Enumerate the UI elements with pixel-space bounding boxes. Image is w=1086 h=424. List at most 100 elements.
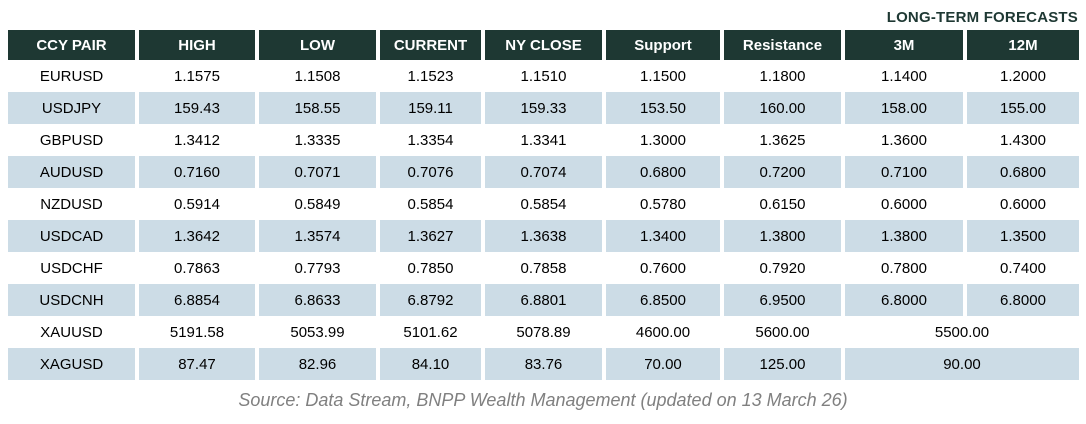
support-cell: 6.8500 <box>606 284 720 316</box>
long-term-forecasts-title: LONG-TERM FORECASTS <box>886 8 1078 26</box>
table-row: USDCAD 1.3642 1.3574 1.3627 1.3638 1.3400 1.38… <box>8 220 1079 252</box>
ny_close-cell: 0.5854 <box>485 188 602 220</box>
high-cell: 159.43 <box>139 92 255 124</box>
high-cell: 1.3412 <box>139 124 255 156</box>
ny_close-cell: 1.3638 <box>485 220 602 252</box>
support-cell: 153.50 <box>606 92 720 124</box>
column-header: CCY PAIR <box>8 30 135 60</box>
low-cell: 1.3574 <box>259 220 376 252</box>
low-cell: 6.8633 <box>259 284 376 316</box>
support-cell: 0.7600 <box>606 252 720 284</box>
table-row: USDCNH 6.8854 6.8633 6.8792 6.8801 6.8500 6.95… <box>8 284 1079 316</box>
m12-cell: 0.6800 <box>967 156 1079 188</box>
column-header: CURRENT <box>380 30 481 60</box>
ccy-pair-cell: USDCNH <box>8 284 135 316</box>
ny_close-cell: 159.33 <box>485 92 602 124</box>
m12-cell: 0.7400 <box>967 252 1079 284</box>
m3-cell: 0.6000 <box>845 188 963 220</box>
low-cell: 0.5849 <box>259 188 376 220</box>
current-cell: 84.10 <box>380 348 481 380</box>
m12-cell: 1.3500 <box>967 220 1079 252</box>
resistance-cell: 125.00 <box>724 348 841 380</box>
table-row: EURUSD 1.1575 1.1508 1.1523 1.1510 1.1500 1.18… <box>8 60 1079 92</box>
low-cell: 0.7793 <box>259 252 376 284</box>
high-cell: 1.1575 <box>139 60 255 92</box>
high-cell: 0.7160 <box>139 156 255 188</box>
m3-cell: 1.1400 <box>845 60 963 92</box>
ccy-pair-cell: XAUUSD <box>8 316 135 348</box>
ny_close-cell: 0.7074 <box>485 156 602 188</box>
table-header: CCY PAIR HIGH LOW CURRENT NY CLOSE Support Res… <box>8 30 1079 60</box>
table-row: AUDUSD 0.7160 0.7071 0.7076 0.7074 0.6800 0.72… <box>8 156 1079 188</box>
m3-cell: 158.00 <box>845 92 963 124</box>
ny_close-cell: 6.8801 <box>485 284 602 316</box>
support-cell: 0.6800 <box>606 156 720 188</box>
column-header: Resistance <box>724 30 841 60</box>
table-row: GBPUSD 1.3412 1.3335 1.3354 1.3341 1.3000 1.36… <box>8 124 1079 156</box>
table-row: XAGUSD 87.47 82.96 84.10 83.76 70.00 125.00 90.… <box>8 348 1079 380</box>
high-cell: 0.7863 <box>139 252 255 284</box>
support-cell: 70.00 <box>606 348 720 380</box>
column-header: 3M <box>845 30 963 60</box>
forecast-merged-cell: 5500.00 <box>845 316 1079 348</box>
support-cell: 4600.00 <box>606 316 720 348</box>
source-note: Source: Data Stream, BNPP Wealth Managem… <box>238 389 848 410</box>
support-cell: 1.3000 <box>606 124 720 156</box>
m12-cell: 1.4300 <box>967 124 1079 156</box>
low-cell: 0.7071 <box>259 156 376 188</box>
resistance-cell: 1.1800 <box>724 60 841 92</box>
current-cell: 0.7850 <box>380 252 481 284</box>
column-header: Support <box>606 30 720 60</box>
column-header: NY CLOSE <box>485 30 602 60</box>
column-header: LOW <box>259 30 376 60</box>
current-cell: 0.7076 <box>380 156 481 188</box>
low-cell: 82.96 <box>259 348 376 380</box>
support-cell: 1.3400 <box>606 220 720 252</box>
resistance-cell: 1.3800 <box>724 220 841 252</box>
ccy-pair-cell: USDCHF <box>8 252 135 284</box>
ny_close-cell: 1.3341 <box>485 124 602 156</box>
table-row: USDCHF 0.7863 0.7793 0.7850 0.7858 0.7600 0.79… <box>8 252 1079 284</box>
table-header-row: CCY PAIR HIGH LOW CURRENT NY CLOSE Support Res… <box>8 30 1079 60</box>
footer: Source: Data Stream, BNPP Wealth Managem… <box>0 380 1086 420</box>
ccy-pair-cell: EURUSD <box>8 60 135 92</box>
column-header: HIGH <box>139 30 255 60</box>
forecast-merged-cell: 90.00 <box>845 348 1079 380</box>
current-cell: 1.3354 <box>380 124 481 156</box>
resistance-cell: 5600.00 <box>724 316 841 348</box>
high-cell: 1.3642 <box>139 220 255 252</box>
title-bar: LONG-TERM FORECASTS <box>0 0 1078 30</box>
resistance-cell: 160.00 <box>724 92 841 124</box>
ccy-pair-cell: AUDUSD <box>8 156 135 188</box>
table-row: NZDUSD 0.5914 0.5849 0.5854 0.5854 0.5780 0.61… <box>8 188 1079 220</box>
m3-cell: 0.7800 <box>845 252 963 284</box>
ny_close-cell: 83.76 <box>485 348 602 380</box>
ccy-pair-cell: USDCAD <box>8 220 135 252</box>
ny_close-cell: 1.1510 <box>485 60 602 92</box>
support-cell: 1.1500 <box>606 60 720 92</box>
high-cell: 5191.58 <box>139 316 255 348</box>
ccy-pair-cell: XAGUSD <box>8 348 135 380</box>
current-cell: 5101.62 <box>380 316 481 348</box>
m3-cell: 0.7100 <box>845 156 963 188</box>
high-cell: 87.47 <box>139 348 255 380</box>
ccy-pair-cell: USDJPY <box>8 92 135 124</box>
low-cell: 1.3335 <box>259 124 376 156</box>
resistance-cell: 6.9500 <box>724 284 841 316</box>
ny_close-cell: 5078.89 <box>485 316 602 348</box>
current-cell: 159.11 <box>380 92 481 124</box>
low-cell: 1.1508 <box>259 60 376 92</box>
m3-cell: 6.8000 <box>845 284 963 316</box>
resistance-cell: 0.7200 <box>724 156 841 188</box>
forex-table-body: EURUSD 1.1575 1.1508 1.1523 1.1510 1.1500 1.18… <box>8 60 1079 380</box>
table-row: USDJPY 159.43 158.55 159.11 159.33 153.50 160.… <box>8 92 1079 124</box>
ccy-pair-cell: GBPUSD <box>8 124 135 156</box>
table-row: XAUUSD 5191.58 5053.99 5101.62 5078.89 4600.0… <box>8 316 1079 348</box>
m3-cell: 1.3600 <box>845 124 963 156</box>
ccy-pair-cell: NZDUSD <box>8 188 135 220</box>
m12-cell: 6.8000 <box>967 284 1079 316</box>
current-cell: 1.3627 <box>380 220 481 252</box>
current-cell: 0.5854 <box>380 188 481 220</box>
current-cell: 6.8792 <box>380 284 481 316</box>
